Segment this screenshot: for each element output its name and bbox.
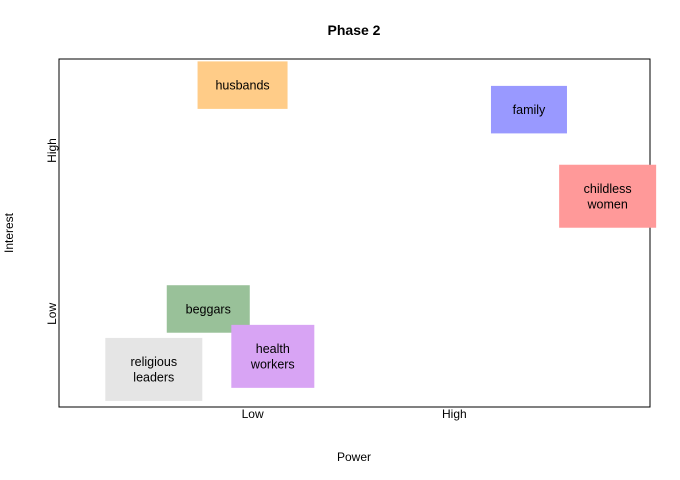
stakeholder-health-workers: health workers bbox=[231, 324, 315, 388]
stakeholder-label: religious bbox=[131, 355, 178, 369]
stakeholder-box bbox=[197, 61, 288, 109]
stakeholder-label: workers bbox=[250, 358, 295, 372]
stakeholder-label: childless bbox=[584, 182, 632, 196]
stakeholder-beggars: beggars bbox=[166, 285, 250, 333]
y-tick-label: High bbox=[45, 138, 59, 163]
stakeholder-husbands: husbands bbox=[197, 61, 288, 109]
stakeholder-religious-leaders: religious leaders bbox=[105, 337, 203, 401]
stakeholder-boxes: husbandsfamilychildlesswomenbeggarshealt… bbox=[105, 61, 657, 401]
stakeholder-box bbox=[490, 85, 567, 134]
stakeholder-label: health bbox=[256, 342, 290, 356]
stakeholder-box bbox=[559, 164, 657, 228]
axis-ticks: Low High Low High bbox=[45, 138, 467, 421]
stakeholder-label: leaders bbox=[133, 371, 174, 385]
stakeholder-box bbox=[105, 337, 203, 401]
x-tick-label: High bbox=[442, 407, 467, 421]
stakeholder-box bbox=[231, 324, 315, 388]
y-axis-label: Interest bbox=[2, 212, 16, 253]
x-tick-label: Low bbox=[242, 407, 264, 421]
stakeholder-label: beggars bbox=[186, 302, 231, 316]
chart-title: Phase 2 bbox=[328, 22, 381, 38]
stakeholder-label: women bbox=[586, 197, 627, 211]
x-axis-label: Power bbox=[337, 450, 371, 464]
y-tick-label: Low bbox=[45, 303, 59, 325]
stakeholder-label: family bbox=[513, 103, 546, 117]
plot-frame bbox=[58, 58, 651, 408]
stakeholder-family: family bbox=[490, 85, 567, 134]
stakeholder-box bbox=[166, 285, 250, 333]
stakeholder-label: husbands bbox=[215, 79, 269, 93]
